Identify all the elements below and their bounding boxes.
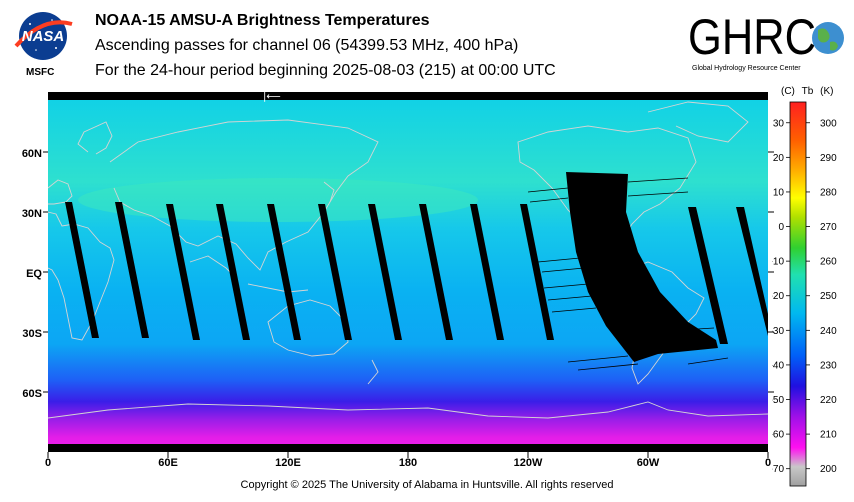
colorbar-celsius-tick-label: -20 bbox=[772, 291, 784, 302]
lon-label-180: 180 bbox=[398, 457, 418, 469]
colorbar-gradient bbox=[789, 101, 807, 487]
colorbar-celsius-tick-label: -60 bbox=[772, 430, 784, 441]
colorbar-celsius-tick-label: 0 bbox=[778, 222, 784, 233]
map-bottom-bar bbox=[48, 444, 768, 452]
title-line-2: Ascending passes for channel 06 (54399.5… bbox=[95, 37, 519, 54]
brightness-temperature-map: |⟵ bbox=[48, 92, 768, 452]
colorbar-header-k: (K) bbox=[820, 86, 834, 97]
lon-label-120w: 120W bbox=[513, 457, 543, 469]
colorbar-celsius-tick-label: -30 bbox=[772, 326, 784, 337]
swath-gaps bbox=[65, 172, 768, 362]
colorbar-kelvin-tick-label: 210 bbox=[820, 430, 837, 441]
colorbar-kelvin-tick-label: 230 bbox=[820, 360, 837, 371]
svg-text:GHRC: GHRC bbox=[688, 9, 816, 65]
colorbar-celsius-tick-label: -70 bbox=[772, 464, 784, 475]
map-tick-marks bbox=[43, 151, 774, 458]
map-top-bar bbox=[48, 92, 768, 100]
colorbar-header: (C) Tb (K) bbox=[781, 86, 833, 97]
lat-label-60n: 60N bbox=[21, 148, 42, 160]
lat-label-30n: 30N bbox=[21, 208, 42, 220]
lat-label-60s: 60S bbox=[22, 388, 42, 400]
lon-label-60e: 60E bbox=[158, 457, 178, 469]
lat-label-eq: EQ bbox=[26, 268, 42, 280]
ghrc-logo: GHRC Global Hydrology Resource Center bbox=[688, 9, 844, 72]
colorbar-celsius-tick-label: -40 bbox=[772, 360, 784, 371]
colorbar-celsius-ticks: 30 20 10 0 -10 -20 -30 -40 -50 -60 -70 bbox=[772, 118, 790, 475]
nasa-logo: NASA bbox=[14, 12, 73, 60]
colorbar-celsius-tick-label: -10 bbox=[772, 257, 784, 268]
colorbar-kelvin-tick-label: 240 bbox=[820, 326, 837, 337]
colorbar-kelvin-tick-label: 300 bbox=[820, 118, 837, 129]
svg-text:Global Hydrology Resource Cent: Global Hydrology Resource Center bbox=[692, 65, 801, 72]
colorbar-celsius-tick-label: 20 bbox=[773, 153, 785, 164]
msfc-label: MSFC bbox=[26, 67, 55, 78]
colorbar-kelvin-tick-label: 200 bbox=[820, 464, 837, 475]
colorbar-celsius-tick-label: 30 bbox=[773, 118, 785, 129]
lon-label-120e: 120E bbox=[275, 457, 301, 469]
colorbar-kelvin-tick-label: 280 bbox=[820, 187, 837, 198]
colorbar-header-c: (C) bbox=[781, 86, 795, 97]
colorbar-header-tb: Tb bbox=[801, 86, 814, 97]
colorbar-kelvin-ticks: 300 290 280 270 260 250 240 230 220 210 200 bbox=[806, 118, 837, 475]
lat-label-30s: 30S bbox=[22, 328, 42, 340]
colorbar-kelvin-tick-label: 260 bbox=[820, 257, 837, 268]
copyright-text: Copyright © 2025 The University of Alaba… bbox=[240, 479, 614, 491]
colorbar-kelvin-tick-label: 220 bbox=[820, 395, 837, 406]
title-line-3: For the 24-hour period beginning 2025-08… bbox=[95, 62, 556, 79]
colorbar-kelvin-tick-label: 270 bbox=[820, 222, 837, 233]
direction-arrow: |⟵ bbox=[263, 92, 281, 103]
colorbar: 30 20 10 0 -10 -20 -30 -40 -50 -60 -70 300 290 280 27… bbox=[772, 101, 837, 487]
svg-text:NASA: NASA bbox=[22, 28, 65, 45]
scan-lines bbox=[527, 177, 729, 371]
colorbar-celsius-tick-label: -50 bbox=[772, 395, 784, 406]
lon-label-0-right: 0 bbox=[764, 457, 772, 469]
lon-label-60w: 60W bbox=[636, 457, 660, 469]
title-line-1: NOAA-15 AMSU-A Brightness Temperatures bbox=[95, 12, 430, 29]
colorbar-celsius-tick-label: 10 bbox=[773, 187, 785, 198]
lon-label-0: 0 bbox=[44, 457, 52, 469]
colorbar-kelvin-tick-label: 290 bbox=[820, 153, 837, 164]
colorbar-kelvin-tick-label: 250 bbox=[820, 291, 837, 302]
